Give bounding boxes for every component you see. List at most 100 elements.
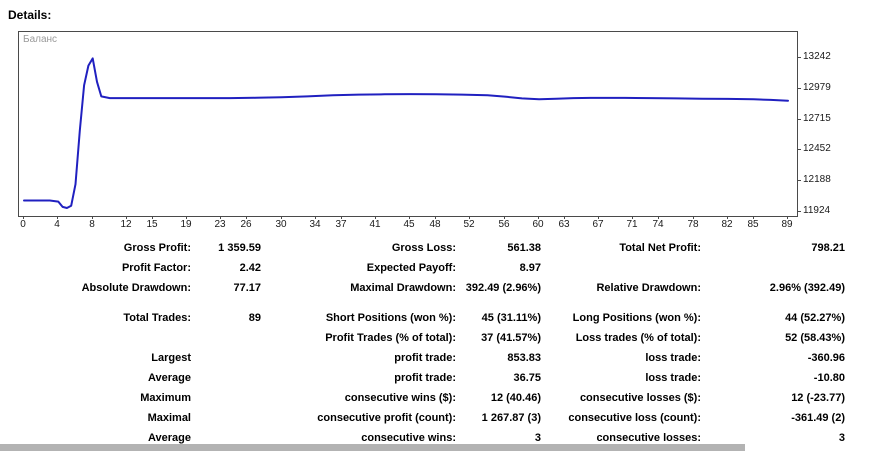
y-axis-label: 13242 — [803, 51, 831, 62]
x-axis-tick — [632, 216, 633, 219]
stat-value: 89 — [248, 312, 261, 324]
x-axis-tick — [126, 216, 127, 219]
y-axis-tick — [797, 180, 801, 181]
stat-value: 45 (31.11%) — [481, 312, 541, 324]
stat-value: 36.75 — [513, 372, 541, 384]
stat-label: Average — [147, 432, 191, 444]
x-axis-tick — [787, 216, 788, 219]
x-axis-label: 71 — [626, 219, 638, 230]
x-axis-label: 89 — [781, 219, 793, 230]
x-axis-label: 48 — [429, 219, 441, 230]
stat-label: Maximal Drawdown: — [350, 282, 456, 294]
stat-row: Absolute Drawdown: 77.17 Maximal Drawdown:… — [0, 278, 849, 298]
x-axis-tick — [469, 216, 470, 219]
balance-line-graph — [23, 57, 789, 209]
stat-label: Profit Trades (% of total): — [325, 332, 456, 344]
stat-label: Gross Loss: — [391, 242, 456, 254]
stat-value: 77.17 — [233, 282, 261, 294]
stat-label: Maximal — [147, 412, 191, 424]
x-axis-tick — [693, 216, 694, 219]
stat-row: Largest profit trade: 853.83 loss trade: -36… — [0, 348, 849, 368]
stat-label — [0, 328, 195, 348]
stat-value: 8.97 — [519, 262, 541, 274]
x-axis-tick — [281, 216, 282, 219]
stat-label: Total Net Profit: — [619, 242, 701, 254]
x-axis-tick — [246, 216, 247, 219]
stat-label: consecutive wins ($): — [344, 392, 456, 404]
stat-label: consecutive profit (count): — [317, 412, 456, 424]
x-axis-label: 19 — [180, 219, 192, 230]
x-axis-label: 74 — [652, 219, 664, 230]
stat-value — [195, 348, 265, 368]
chart-series-label: Баланс — [23, 34, 58, 45]
x-axis-tick — [341, 216, 342, 219]
stat-label: Expected Payoff: — [366, 262, 456, 274]
x-axis-tick — [598, 216, 599, 219]
x-axis-label: 67 — [592, 219, 604, 230]
y-axis-tick — [797, 88, 801, 89]
x-axis-label: 37 — [335, 219, 347, 230]
x-axis-tick — [315, 216, 316, 219]
stat-value: 37 (41.57%) — [481, 332, 541, 344]
stat-value: 1 359.59 — [218, 242, 261, 254]
stat-value: 3 — [534, 432, 541, 444]
x-axis-label: 15 — [146, 219, 158, 230]
stat-value: -360.96 — [807, 352, 845, 364]
stat-value: 3 — [838, 432, 845, 444]
spacer-row — [0, 298, 849, 308]
stat-label: Average — [147, 372, 191, 384]
stat-label: Gross Profit: — [123, 242, 191, 254]
x-axis-tick — [504, 216, 505, 219]
x-axis-tick — [409, 216, 410, 219]
x-axis-tick — [375, 216, 376, 219]
stat-label: Total Trades: — [123, 312, 191, 324]
x-axis-tick — [92, 216, 93, 219]
stat-value — [195, 368, 265, 388]
x-axis-label: 41 — [369, 219, 381, 230]
x-axis-label: 34 — [309, 219, 321, 230]
y-axis-tick — [797, 149, 801, 150]
stat-label: loss trade: — [645, 372, 701, 384]
stat-row: Maximal consecutive profit (count): 1 267.… — [0, 408, 849, 428]
stat-value — [195, 388, 265, 408]
stat-value: 12 (-23.77) — [791, 392, 845, 404]
x-axis-label: 8 — [89, 219, 95, 230]
stat-value — [195, 328, 265, 348]
x-axis-tick — [753, 216, 754, 219]
stat-value: 392.49 (2.96%) — [465, 282, 541, 294]
x-axis-label: 82 — [721, 219, 733, 230]
stat-value: 798.21 — [811, 242, 845, 254]
x-axis-tick — [727, 216, 728, 219]
balance-line — [23, 57, 789, 209]
stat-label: consecutive wins: — [361, 432, 456, 444]
stat-label: Relative Drawdown: — [596, 282, 701, 294]
stat-row: Profit Trades (% of total): 37 (41.57%) Lo… — [0, 328, 849, 348]
y-axis-label: 12979 — [803, 82, 831, 93]
stat-label: Largest — [151, 352, 191, 364]
x-axis-label: 23 — [214, 219, 226, 230]
x-axis-tick — [564, 216, 565, 219]
stat-label: Short Positions (won %): — [325, 312, 456, 324]
stat-label: Maximum — [140, 392, 191, 404]
y-axis-tick — [797, 119, 801, 120]
stat-label: profit trade: — [394, 372, 456, 384]
x-axis-label: 78 — [687, 219, 699, 230]
stat-row: Gross Profit: 1 359.59 Gross Loss: 561.38 To… — [0, 238, 849, 258]
stat-value: 853.83 — [507, 352, 541, 364]
stat-row: Profit Factor: 2.42 Expected Payoff: 8.97 — [0, 258, 849, 278]
stat-value — [195, 408, 265, 428]
y-axis-label: 12452 — [803, 143, 831, 154]
stat-label: Absolute Drawdown: — [81, 282, 191, 294]
y-axis-label: 12715 — [803, 113, 831, 124]
x-axis-tick — [658, 216, 659, 219]
stat-value — [705, 258, 849, 278]
stat-value: -10.80 — [813, 372, 845, 384]
x-axis-tick — [23, 216, 24, 219]
chart-plot-area: Баланс — [18, 31, 798, 217]
cropped-next-row — [0, 444, 745, 451]
x-axis-tick — [186, 216, 187, 219]
stat-value: -361.49 (2) — [791, 412, 845, 424]
stat-label — [545, 258, 705, 278]
x-axis-label: 85 — [747, 219, 759, 230]
